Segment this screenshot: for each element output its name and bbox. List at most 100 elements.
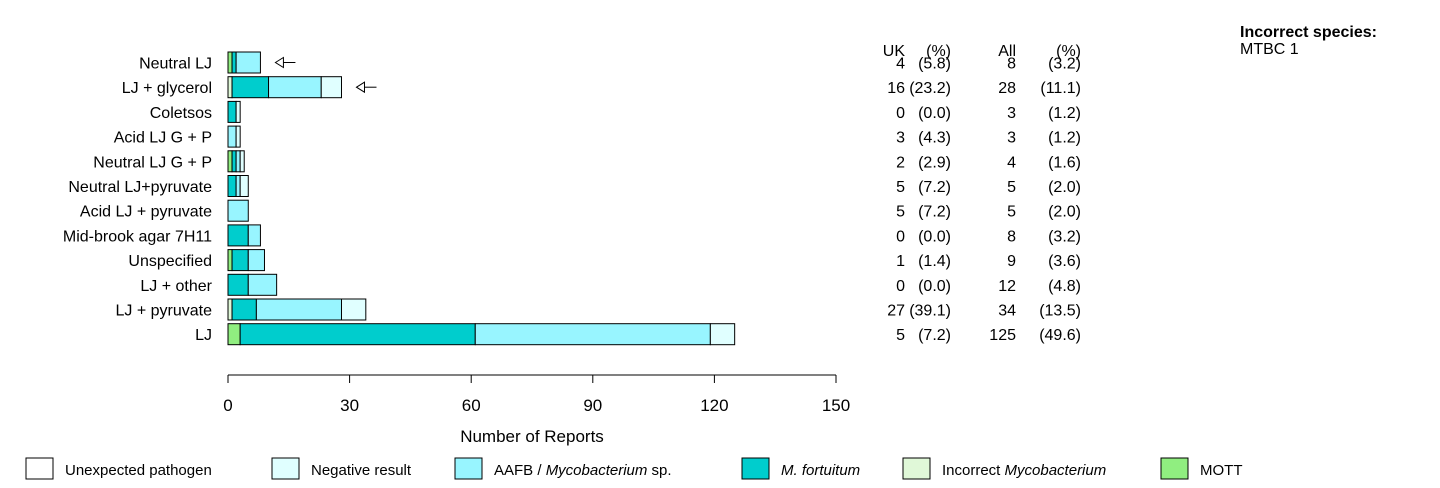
table-cell: 5 [1007,179,1016,196]
category-label: LJ + other [140,278,212,295]
category-label: LJ [195,327,212,344]
bar-segment [231,150,237,173]
table-cell: 4 [1007,154,1016,171]
table-cell: (23.2) [909,80,951,97]
table-cell: 0 [896,278,905,295]
bar-segment [239,175,249,197]
legend-label: Incorrect Mycobacterium [942,462,1106,479]
table-cell: (11.1) [1040,80,1081,97]
bar-segment [239,150,245,173]
bar-segment [227,100,237,123]
table-cell: 0 [896,105,905,122]
table-cell: 27 [887,303,905,320]
arrow-head-icon [274,56,284,69]
table-header: UK [883,43,906,60]
bar-segment [235,175,241,197]
table-cell: (7.2) [918,327,951,344]
bar-segment [227,199,249,222]
table-cell: (3.2) [1048,228,1081,245]
category-label: LJ + pyruvate [116,303,213,320]
table-cell: 4 [896,56,905,73]
legend-label: Negative result [311,462,412,479]
category-label: Acid LJ + pyruvate [80,204,212,221]
table-cell: (0.0) [918,228,951,245]
table-cell: (0.0) [918,105,951,122]
bar-segment [231,76,270,99]
x-tick-label: 120 [700,396,728,415]
bar-segment [227,76,233,99]
legend-swatch [741,457,770,480]
table-cell: (1.2) [1048,105,1081,122]
bar-segment [247,273,278,296]
category-label: LJ + glycerol [122,80,212,97]
legend-swatch [25,457,54,480]
category-label: Acid LJ G + P [114,130,212,147]
table-cell: 5 [896,179,905,196]
category-label: Unspecified [128,253,212,270]
bar-segment [235,125,241,148]
table-cell: 9 [1007,253,1016,270]
table-cell: 34 [998,303,1016,320]
table-cell: (1.6) [1048,154,1081,171]
table-cell: 3 [896,130,905,147]
side-note-text: MTBC 1 [1240,41,1299,58]
category-label: Mid-brook agar 7H11 [63,228,212,245]
table-cell: (49.6) [1039,327,1081,344]
bar-segment [231,51,237,74]
table-cell: 3 [1007,130,1016,147]
legend-swatch [1160,457,1189,480]
table-cell: 2 [896,154,905,171]
x-tick-label: 150 [822,396,850,415]
table-cell: 3 [1007,105,1016,122]
bar-segment [709,323,736,346]
bar-segment [227,175,237,197]
category-label: Coletsos [150,105,212,122]
table-header: All [998,43,1016,60]
legend-label: M. fortuitum [781,462,860,479]
legend-label: MOTT [1200,462,1243,479]
bar-segment [227,51,233,74]
table-cell: (1.4) [918,253,951,270]
side-note: Incorrect species: MTBC 1 [1240,24,1377,58]
bar-segment [340,298,367,321]
bar-segment [255,298,342,321]
x-tick-label: 60 [462,396,481,415]
category-label: Neutral LJ+pyruvate [68,179,212,196]
legend-label: Unexpected pathogen [65,462,212,479]
bar-segment [239,323,476,346]
table-cell: (7.2) [918,204,951,221]
table-cell: (3.2) [1048,56,1081,73]
table-cell: (3.6) [1048,253,1081,270]
table-cell: 8 [1007,228,1016,245]
table-header: (%) [1056,43,1081,60]
table-cell: (4.8) [1048,278,1081,295]
table-cell: 12 [998,278,1016,295]
table-cell: 0 [896,228,905,245]
table-cell: 5 [1007,204,1016,221]
table-cell: (13.5) [1039,303,1081,320]
table-cell: 8 [1007,56,1016,73]
bar-segment [227,125,237,148]
bar-segment [227,150,233,173]
bar-segment [227,298,233,321]
bar-segment [227,249,233,272]
bar-segment [231,298,257,321]
bar-segment [320,76,342,99]
bar-segment [227,273,249,296]
legend-swatch [902,457,931,480]
table-cell: (5.8) [918,56,951,73]
category-label: Neutral LJ G + P [93,154,212,171]
table-cell: (4.3) [918,130,951,147]
table-header: (%) [926,43,951,60]
table-cell: 28 [998,80,1016,97]
table-cell: (39.1) [909,303,951,320]
bar-segment [231,249,249,272]
arrow-head-icon [355,81,365,94]
legend-swatch [271,457,300,480]
table-cell: 16 [887,80,905,97]
table-cell: (2.0) [1048,179,1081,196]
x-axis-label: Number of Reports [460,427,604,446]
legend-label: AAFB / Mycobacterium sp. [494,462,672,479]
bar-segment [247,224,261,247]
